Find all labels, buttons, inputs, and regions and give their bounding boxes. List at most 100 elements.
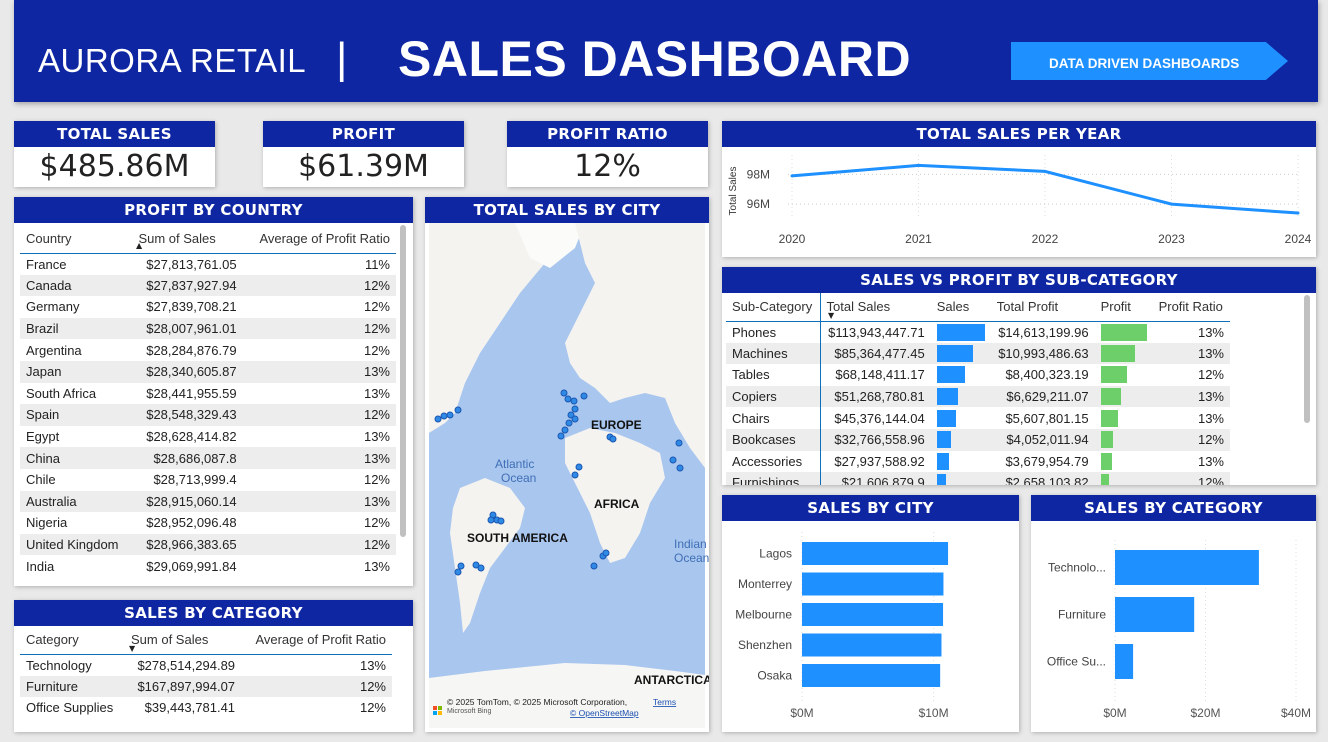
column-header-avg-profit-ratio[interactable]: Average of Profit Ratio [255, 632, 386, 648]
sales-bar-cell [930, 472, 991, 485]
sort-descending-icon[interactable]: ▼ [828, 311, 835, 320]
table-row[interactable]: Technology $278,514,294.89 13% [20, 654, 392, 676]
panel-title: SALES BY CATEGORY [14, 600, 413, 626]
table-row[interactable]: Phones $113,943,447.71 $14,613,199.96 13% [726, 321, 1230, 343]
x-tick-label: 2023 [1158, 232, 1185, 246]
column-header-total-profit[interactable]: Total Profit [996, 299, 1059, 315]
profit-ratio-cell: 13% [363, 429, 390, 445]
table-row[interactable]: Furnishings $21,606,879.9 $2,658,103.82 12% [726, 472, 1230, 485]
sales-by-city-bar-chart[interactable]: $0M $10M Lagos Monterrey Melbourne Shenzhen Os… [722, 521, 1019, 732]
city-markers[interactable] [434, 389, 684, 576]
total-profit-cell: $4,052,011.94 [990, 428, 1095, 451]
panel-title: SALES VS PROFIT BY SUB-CATEGORY [722, 267, 1316, 293]
subcategory-panel: SALES VS PROFIT BY SUB-CATEGORY Sub-Cate… [722, 267, 1316, 485]
table-row[interactable]: Accessories $27,937,588.92 $3,679,954.79 13… [726, 450, 1230, 473]
table-row[interactable]: France $27,813,761.05 11% [20, 253, 396, 275]
table-row[interactable]: South Africa $28,441,955.59 13% [20, 383, 396, 405]
column-header-sum-of-sales[interactable]: Sum of Sales [138, 231, 216, 247]
profit-data-bar [1100, 388, 1122, 406]
data-point[interactable] [1296, 211, 1300, 215]
data-point[interactable] [1170, 202, 1173, 206]
column-header-country[interactable]: Country [26, 231, 72, 247]
profit-data-bar [1100, 431, 1114, 449]
total-profit-cell: $3,679,954.79 [1005, 453, 1089, 469]
profit-ratio-cell: 13% [363, 385, 390, 401]
data-point[interactable] [790, 174, 794, 178]
world-map[interactable]: EUROPE AFRICA SOUTH AMERICA ANTARCTICA A… [425, 223, 709, 732]
vertical-scrollbar[interactable] [400, 225, 406, 537]
column-header-total-sales[interactable]: Total Sales [819, 293, 931, 321]
table-row[interactable]: Office Supplies $39,443,781.41 12% [20, 697, 392, 719]
total-profit-cell: $8,400,323.19 [1005, 367, 1089, 383]
table-row[interactable]: Copiers $51,268,780.81 $6,629,211.07 13% [726, 385, 1230, 408]
kpi-value: 12% [574, 149, 641, 184]
category-label: Melbourne [735, 608, 792, 622]
kpi-total-sales: TOTAL SALES $485.86M [14, 121, 215, 187]
category-label: Shenzhen [738, 638, 792, 652]
column-header-sub-category[interactable]: Sub-Category [732, 299, 813, 315]
bing-logo-icon-part [433, 711, 437, 715]
profit-data-bar [1100, 409, 1119, 427]
table-row[interactable]: Canada $27,837,927.94 12% [20, 274, 396, 297]
table-row[interactable]: Bookcases $32,766,558.96 $4,052,011.94 12% [726, 428, 1230, 451]
data-point[interactable] [917, 163, 920, 167]
map-label-south-america: SOUTH AMERICA [467, 531, 568, 545]
sales-cell: $27,837,927.94 [132, 274, 243, 297]
column-header-avg-profit-ratio[interactable]: Average of Profit Ratio [259, 231, 390, 247]
table-row[interactable]: Brazil $28,007,961.01 12% [20, 317, 396, 340]
profit-bar-cell [1095, 364, 1153, 386]
table-row[interactable]: Spain $28,548,329.43 12% [20, 404, 396, 426]
column-header-profit[interactable]: Profit [1100, 299, 1131, 315]
sort-descending-icon[interactable]: ▼ [129, 644, 136, 653]
column-header-profit-ratio[interactable]: Profit Ratio [1158, 299, 1223, 315]
table-row[interactable]: Machines $85,364,477.45 $10,993,486.63 13% [726, 342, 1230, 365]
country-cell: United Kingdom [20, 533, 133, 556]
bar[interactable] [802, 572, 944, 596]
bar[interactable] [1115, 550, 1259, 585]
column-header-sum-of-sales[interactable]: Sum of Sales [131, 632, 209, 648]
vertical-scrollbar[interactable] [1304, 295, 1310, 423]
table-row[interactable]: Furniture $167,897,994.07 12% [20, 675, 392, 698]
bar[interactable] [1115, 597, 1195, 632]
bing-label: Microsoft Bing [447, 708, 491, 715]
bar[interactable] [802, 633, 942, 657]
profit-ratio-cell: 12% [242, 274, 396, 297]
table-row[interactable]: India $29,069,991.84 13% [20, 555, 396, 577]
sales-per-year-line-chart[interactable]: 98M 96M 2020 2021 2022 2023 2024 Total Sales [722, 147, 1316, 257]
table-row[interactable]: Tables $68,148,411.17 $8,400,323.19 12% [726, 364, 1230, 386]
category-label: Osaka [757, 669, 792, 683]
sales-cell: $28,284,876.79 [146, 342, 237, 358]
bar[interactable] [802, 664, 941, 687]
total-profit-cell: $10,993,486.63 [990, 342, 1095, 365]
profit-ratio-cell: 12% [242, 317, 396, 340]
sales-cell: $28,915,060.14 [132, 490, 243, 513]
table-row[interactable]: Nigeria $28,952,096.48 12% [20, 512, 396, 534]
table-row[interactable]: Chile $28,713,999.4 12% [20, 469, 396, 491]
table-row[interactable]: Chairs $45,376,144.04 $5,607,801.15 13% [726, 407, 1230, 429]
bar[interactable] [802, 542, 949, 565]
table-row[interactable]: Argentina $28,284,876.79 12% [20, 339, 396, 361]
total-profit-cell: $14,613,199.96 [998, 324, 1089, 340]
map-terms-link[interactable]: Terms [653, 697, 676, 707]
column-header-category[interactable]: Category [26, 632, 79, 648]
table-row[interactable]: Egypt $28,628,414.82 13% [20, 426, 396, 448]
country-cell: Brazil [20, 317, 133, 340]
data-point[interactable] [1043, 169, 1047, 173]
sort-ascending-icon[interactable]: ▲ [136, 241, 143, 250]
profit-ratio-cell: 12% [242, 533, 396, 556]
table-row[interactable]: Australia $28,915,060.14 13% [20, 490, 396, 513]
data-driven-dashboards-button[interactable]: DATA DRIVEN DASHBOARDS [1011, 42, 1288, 80]
table-row[interactable]: United Kingdom $28,966,383.65 12% [20, 533, 396, 556]
column-header-sales[interactable]: Sales [936, 299, 970, 315]
profit-data-bar [1100, 474, 1109, 485]
sales-by-category-bar-chart[interactable]: $0M $20M $40M Technolo... Furniture Office Su… [1031, 521, 1316, 732]
bar[interactable] [1115, 644, 1134, 679]
profit-ratio-cell: 13% [1197, 453, 1224, 469]
x-tick-label: $40M [1281, 706, 1311, 720]
bar[interactable] [802, 603, 944, 626]
table-row[interactable]: China $28,686,087.8 13% [20, 447, 396, 469]
table-row[interactable]: Germany $27,839,708.21 12% [20, 296, 396, 318]
sales-cell: $39,443,781.41 [144, 700, 236, 716]
table-row[interactable]: Japan $28,340,605.87 13% [20, 360, 396, 383]
map-osm-link[interactable]: © OpenStreetMap [570, 708, 639, 718]
